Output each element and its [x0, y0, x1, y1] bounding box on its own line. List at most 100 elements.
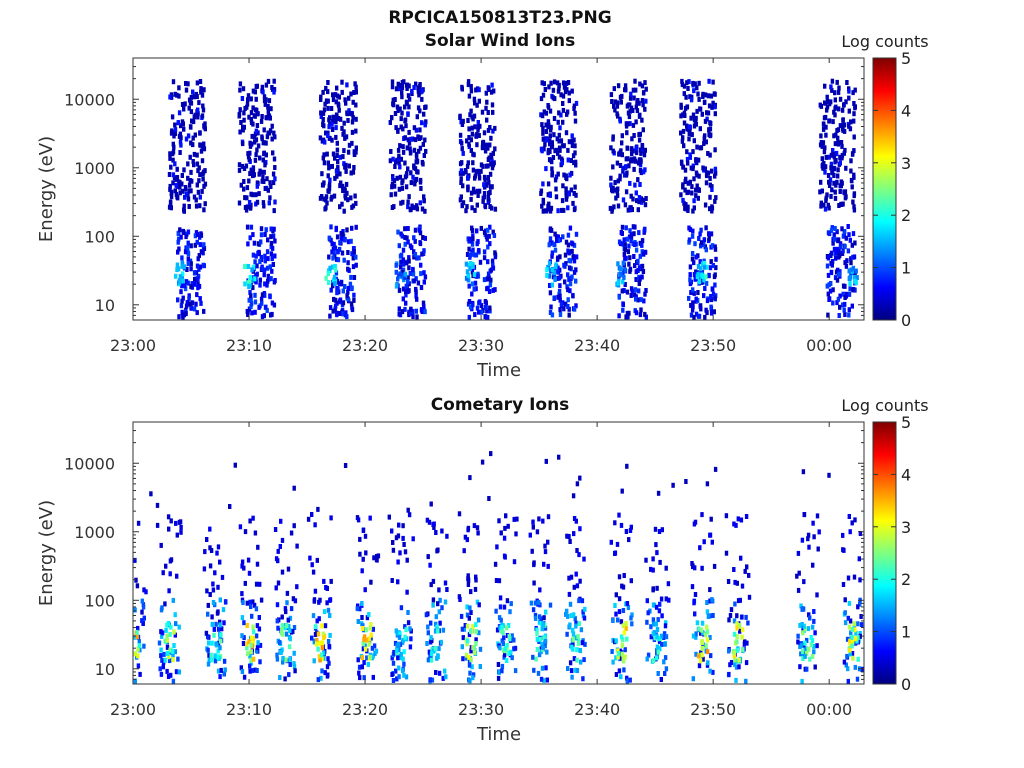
- heatmap-cell: [241, 86, 246, 92]
- heatmap-cell: [642, 251, 646, 257]
- heatmap-cell: [824, 132, 828, 138]
- heatmap-cell: [436, 653, 440, 659]
- heatmap-cell: [431, 578, 436, 584]
- heatmap-cell: [273, 176, 277, 182]
- heatmap-cell: [706, 110, 711, 116]
- y-axis-label-bottom: Energy (eV): [36, 500, 57, 606]
- heatmap-cell: [471, 116, 475, 122]
- heatmap-cell: [680, 82, 685, 88]
- heatmap-cell: [398, 164, 402, 170]
- heatmap-cell: [694, 254, 698, 260]
- heatmap-cell: [265, 134, 270, 140]
- heatmap-cell: [659, 596, 664, 602]
- heatmap-cell: [707, 103, 712, 109]
- heatmap-cell: [487, 496, 491, 501]
- heatmap-cell: [618, 648, 623, 654]
- heatmap-cell: [396, 533, 401, 539]
- heatmap-cell: [704, 225, 708, 231]
- heatmap-cell: [491, 109, 495, 115]
- heatmap-cell: [321, 122, 325, 127]
- heatmap-cell: [347, 142, 352, 148]
- heatmap-cell: [247, 157, 251, 163]
- heatmap-cell: [344, 310, 348, 316]
- heatmap-cell: [634, 296, 638, 302]
- heatmap-cell: [238, 107, 242, 113]
- heatmap-cell: [400, 185, 405, 191]
- heatmap-cell: [492, 233, 497, 238]
- heatmap-cell: [621, 637, 625, 643]
- heatmap-cell: [337, 311, 342, 316]
- heatmap-cell: [327, 660, 331, 666]
- heatmap-cell: [660, 613, 664, 619]
- heatmap-cell: [628, 121, 632, 127]
- heatmap-cell: [318, 657, 322, 663]
- heatmap-cell: [564, 130, 569, 136]
- heatmap-cell: [244, 207, 249, 213]
- heatmap-cell: [421, 235, 425, 240]
- heatmap-cell: [336, 164, 340, 170]
- heatmap-cell: [328, 177, 332, 183]
- heatmap-cell: [621, 608, 626, 613]
- heatmap-cell: [469, 137, 473, 143]
- heatmap-cell: [338, 204, 342, 210]
- heatmap-cell: [826, 291, 830, 297]
- heatmap-cell: [423, 235, 427, 241]
- heatmap-cell: [259, 226, 264, 232]
- heatmap-cell: [851, 287, 855, 293]
- heatmap-cell: [333, 253, 337, 259]
- heatmap-cell: [412, 85, 416, 90]
- heatmap-cell: [557, 454, 561, 460]
- heatmap-cell: [733, 579, 737, 585]
- heatmap-cell: [163, 657, 167, 663]
- heatmap-cell: [270, 85, 274, 90]
- heatmap-cell: [830, 169, 834, 175]
- heatmap-cell: [358, 606, 362, 612]
- heatmap-cell: [698, 259, 702, 265]
- heatmap-cell: [346, 149, 351, 155]
- heatmap-cell: [468, 678, 472, 684]
- heatmap-cell: [165, 637, 169, 643]
- heatmap-cell: [266, 187, 270, 193]
- heatmap-cell: [660, 527, 664, 533]
- heatmap-cell: [848, 237, 852, 243]
- heatmap-cell: [838, 253, 842, 258]
- heatmap-cell: [337, 289, 341, 295]
- heatmap-cell: [345, 227, 349, 233]
- heatmap-cell: [708, 152, 712, 158]
- heatmap-cell: [443, 580, 448, 586]
- heatmap-cell: [363, 533, 368, 539]
- heatmap-cell: [391, 156, 395, 162]
- heatmap-cell: [679, 102, 683, 108]
- heatmap-cell: [469, 657, 473, 663]
- heatmap-cell: [566, 304, 570, 309]
- heatmap-cell: [406, 111, 410, 117]
- heatmap-cell: [284, 631, 289, 637]
- heatmap-cell: [852, 118, 856, 124]
- heatmap-cell: [620, 224, 625, 230]
- heatmap-cell: [202, 246, 207, 251]
- heatmap-cell: [571, 637, 575, 643]
- heatmap-cell: [486, 271, 491, 277]
- colorbar-top: [873, 58, 896, 320]
- heatmap-cell: [472, 645, 476, 651]
- heatmap-cell: [191, 142, 195, 148]
- heatmap-cell: [276, 580, 281, 586]
- heatmap-cell: [370, 645, 375, 651]
- heatmap-cell: [548, 290, 553, 296]
- heatmap-cell: [422, 248, 426, 254]
- heatmap-cell: [417, 148, 421, 154]
- heatmap-cell: [624, 172, 629, 178]
- heatmap-cell: [269, 251, 274, 257]
- heatmap-cell: [583, 641, 587, 647]
- heatmap-cell: [394, 535, 399, 541]
- heatmap-cell: [620, 140, 624, 146]
- heatmap-cell: [710, 243, 715, 249]
- heatmap-cell: [360, 655, 365, 661]
- heatmap-cell: [260, 292, 265, 298]
- heatmap-cell: [429, 501, 433, 507]
- heatmap-cell: [286, 566, 291, 572]
- heatmap-cell: [799, 603, 803, 609]
- heatmap-cells-top: [167, 78, 859, 320]
- heatmap-cell: [271, 233, 276, 239]
- heatmap-cell: [812, 649, 816, 655]
